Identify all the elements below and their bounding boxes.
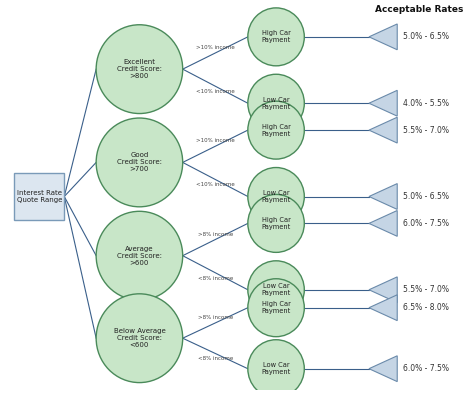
Text: High Car
Payment: High Car Payment bbox=[262, 30, 291, 43]
Text: >8% income: >8% income bbox=[198, 232, 233, 237]
Text: 6.0% - 7.5%: 6.0% - 7.5% bbox=[403, 364, 449, 373]
Ellipse shape bbox=[248, 195, 304, 252]
Ellipse shape bbox=[248, 340, 304, 393]
Text: 5.5% - 7.0%: 5.5% - 7.0% bbox=[403, 126, 449, 135]
Text: >8% income: >8% income bbox=[198, 315, 233, 320]
Ellipse shape bbox=[96, 294, 182, 383]
Polygon shape bbox=[369, 184, 397, 209]
Polygon shape bbox=[369, 117, 397, 143]
Text: High Car
Payment: High Car Payment bbox=[262, 301, 291, 314]
Ellipse shape bbox=[248, 8, 304, 66]
Text: High Car
Payment: High Car Payment bbox=[262, 124, 291, 137]
Ellipse shape bbox=[248, 74, 304, 132]
Polygon shape bbox=[369, 295, 397, 321]
Text: >10% income: >10% income bbox=[196, 45, 235, 50]
Text: 5.5% - 7.0%: 5.5% - 7.0% bbox=[403, 285, 449, 294]
Text: Below Average
Credit Score:
<600: Below Average Credit Score: <600 bbox=[114, 328, 165, 348]
Polygon shape bbox=[369, 277, 397, 303]
Ellipse shape bbox=[96, 118, 182, 207]
Text: Excellent
Credit Score:
>800: Excellent Credit Score: >800 bbox=[117, 59, 162, 79]
Text: Low Car
Payment: Low Car Payment bbox=[262, 283, 291, 296]
Ellipse shape bbox=[96, 25, 182, 114]
Text: <10% income: <10% income bbox=[196, 182, 235, 187]
Ellipse shape bbox=[248, 167, 304, 226]
Ellipse shape bbox=[248, 279, 304, 337]
Text: <8% income: <8% income bbox=[198, 275, 233, 281]
Text: Good
Credit Score:
>700: Good Credit Score: >700 bbox=[117, 152, 162, 173]
Text: Interest Rate
Quote Range: Interest Rate Quote Range bbox=[17, 190, 62, 203]
Text: 6.5% - 8.0%: 6.5% - 8.0% bbox=[403, 303, 448, 312]
Text: >10% income: >10% income bbox=[196, 138, 235, 143]
Text: Low Car
Payment: Low Car Payment bbox=[262, 190, 291, 203]
Text: Low Car
Payment: Low Car Payment bbox=[262, 97, 291, 110]
Text: Average
Credit Score:
>600: Average Credit Score: >600 bbox=[117, 246, 162, 266]
Polygon shape bbox=[369, 90, 397, 116]
Text: High Car
Payment: High Car Payment bbox=[262, 217, 291, 230]
Text: 5.0% - 6.5%: 5.0% - 6.5% bbox=[403, 192, 449, 201]
FancyBboxPatch shape bbox=[14, 173, 64, 220]
Text: Low Car
Payment: Low Car Payment bbox=[262, 362, 291, 375]
Text: 4.0% - 5.5%: 4.0% - 5.5% bbox=[403, 99, 449, 108]
Text: Acceptable Rates: Acceptable Rates bbox=[375, 5, 464, 14]
Text: 6.0% - 7.5%: 6.0% - 7.5% bbox=[403, 219, 449, 228]
Polygon shape bbox=[369, 211, 397, 236]
Ellipse shape bbox=[248, 101, 304, 159]
Text: <8% income: <8% income bbox=[198, 356, 233, 361]
Text: 5.0% - 6.5%: 5.0% - 6.5% bbox=[403, 32, 449, 41]
Ellipse shape bbox=[96, 211, 182, 300]
Polygon shape bbox=[369, 356, 397, 382]
Ellipse shape bbox=[248, 261, 304, 319]
Text: <10% income: <10% income bbox=[196, 89, 235, 94]
Polygon shape bbox=[369, 24, 397, 50]
